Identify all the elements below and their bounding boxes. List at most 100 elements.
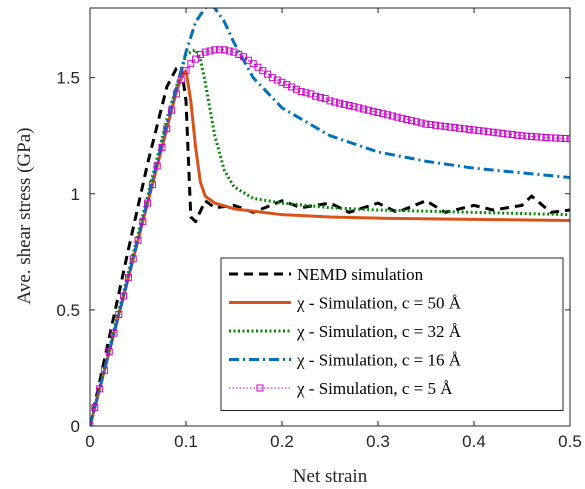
legend-label-2: χ - Simulation, c = 32 Å bbox=[296, 322, 462, 341]
series-4-marker bbox=[144, 199, 152, 207]
x-tick-label: 0.1 bbox=[174, 432, 198, 451]
series-4-marker bbox=[148, 180, 156, 188]
series-4-marker bbox=[412, 118, 420, 126]
series-4-marker bbox=[139, 218, 147, 226]
axis-ticks: 0 0.1 0.2 0.3 0.4 0.5 0 0.5 1 1.5 bbox=[56, 8, 582, 451]
series-group bbox=[90, 8, 570, 426]
series-4-marker bbox=[292, 85, 300, 93]
series-4-marker bbox=[216, 46, 224, 54]
series-4-marker bbox=[345, 102, 353, 110]
legend-label-4: χ - Simulation, c = 5 Å bbox=[296, 379, 453, 398]
series-4-marker bbox=[120, 292, 128, 300]
y-tick-label: 0 bbox=[71, 417, 80, 436]
series-4-marker bbox=[96, 385, 104, 393]
series-4-marker bbox=[388, 112, 396, 120]
series-4-marker bbox=[408, 117, 416, 125]
series-4-marker bbox=[273, 76, 281, 84]
legend-box bbox=[220, 257, 564, 411]
series-4-marker bbox=[499, 129, 507, 137]
series-4-marker bbox=[321, 95, 329, 103]
series-4-marker bbox=[187, 60, 195, 68]
series-4-marker bbox=[523, 132, 531, 140]
series-4-marker bbox=[168, 106, 176, 114]
series-4-marker bbox=[100, 366, 108, 374]
series-4-marker bbox=[364, 106, 372, 114]
series-4-marker bbox=[283, 81, 291, 89]
series-4-marker bbox=[537, 133, 545, 141]
series-4-marker bbox=[451, 124, 459, 132]
x-tick-label: 0.2 bbox=[270, 432, 294, 451]
series-4-marker bbox=[489, 128, 497, 136]
x-axis-label: Net strain bbox=[293, 466, 368, 487]
legend-label-0: NEMD simulation bbox=[297, 265, 424, 284]
y-tick-label: 1.5 bbox=[56, 69, 80, 88]
series-4-marker bbox=[556, 134, 564, 142]
series-4-marker bbox=[360, 105, 368, 113]
series-4-marker bbox=[225, 47, 233, 55]
series-4-marker bbox=[384, 111, 392, 119]
series-4-marker bbox=[153, 162, 161, 170]
series-4-marker bbox=[91, 403, 99, 411]
series-4-marker bbox=[278, 78, 286, 86]
series-4-marker bbox=[134, 236, 142, 244]
y-axis-label: Ave. shear stress (GPa) bbox=[14, 128, 35, 305]
series-4-marker bbox=[105, 348, 113, 356]
series-line-2 bbox=[90, 48, 570, 426]
series-4-marker bbox=[518, 132, 526, 140]
series-4-marker bbox=[235, 50, 243, 58]
series-4-marker bbox=[115, 311, 123, 319]
series-4-marker bbox=[465, 125, 473, 133]
series-4-marker bbox=[456, 124, 464, 132]
series-4-marker bbox=[542, 134, 550, 142]
legend-marker-4 bbox=[256, 384, 264, 392]
series-4-marker bbox=[201, 48, 209, 56]
series-4-marker bbox=[297, 88, 305, 96]
series-4-marker bbox=[374, 109, 382, 116]
series-4-marker bbox=[513, 131, 521, 139]
series-4-marker bbox=[393, 113, 401, 121]
series-4-marker bbox=[398, 114, 406, 122]
series-4-marker bbox=[163, 125, 171, 133]
x-tick-label: 0 bbox=[85, 432, 94, 451]
series-4-marker bbox=[480, 127, 488, 135]
series-4-marker bbox=[422, 120, 430, 128]
series-4-marker bbox=[307, 90, 315, 98]
series-4-marker bbox=[124, 273, 132, 281]
series-4-marker bbox=[561, 135, 569, 143]
series-4-marker bbox=[379, 110, 387, 118]
legend-label-3: χ - Simulation, c = 16 Å bbox=[296, 351, 462, 370]
series-4-marker bbox=[268, 74, 276, 82]
y-tick-label: 0.5 bbox=[56, 301, 80, 320]
series-4-marker bbox=[230, 48, 238, 56]
series-4-marker bbox=[182, 67, 190, 75]
series-4-marker bbox=[432, 121, 440, 129]
legend-label-1: χ - Simulation, c = 50 Å bbox=[296, 294, 462, 313]
series-4-marker bbox=[417, 119, 425, 127]
series-4-marker bbox=[547, 134, 555, 142]
legend: NEMD simulation χ - Simulation, c = 50 Å χ… bbox=[220, 257, 564, 411]
series-4-marker bbox=[302, 89, 310, 97]
series-4-marker bbox=[350, 103, 358, 111]
series-4-marker bbox=[326, 97, 334, 105]
series-line-1 bbox=[90, 69, 570, 426]
series-4-marker bbox=[331, 98, 339, 106]
series-4-marker bbox=[504, 130, 512, 138]
series-4-marker bbox=[403, 115, 411, 123]
series-4-marker bbox=[441, 122, 449, 130]
series-4-marker bbox=[460, 125, 468, 133]
series-line-0 bbox=[90, 64, 570, 426]
series-4-marker bbox=[172, 90, 180, 98]
series-4-marker bbox=[340, 100, 348, 108]
series-4-marker bbox=[427, 121, 435, 129]
series-4-marker bbox=[196, 50, 204, 58]
series-4-marker bbox=[110, 329, 118, 337]
series-4-marker bbox=[129, 255, 137, 263]
plot-area bbox=[89, 7, 571, 427]
series-4-marker bbox=[484, 128, 492, 136]
series-4-marker bbox=[158, 143, 166, 151]
axes-box bbox=[89, 7, 571, 427]
series-4-marker bbox=[552, 134, 560, 142]
series-4-marker bbox=[177, 76, 185, 84]
series-4-marker bbox=[288, 83, 296, 91]
